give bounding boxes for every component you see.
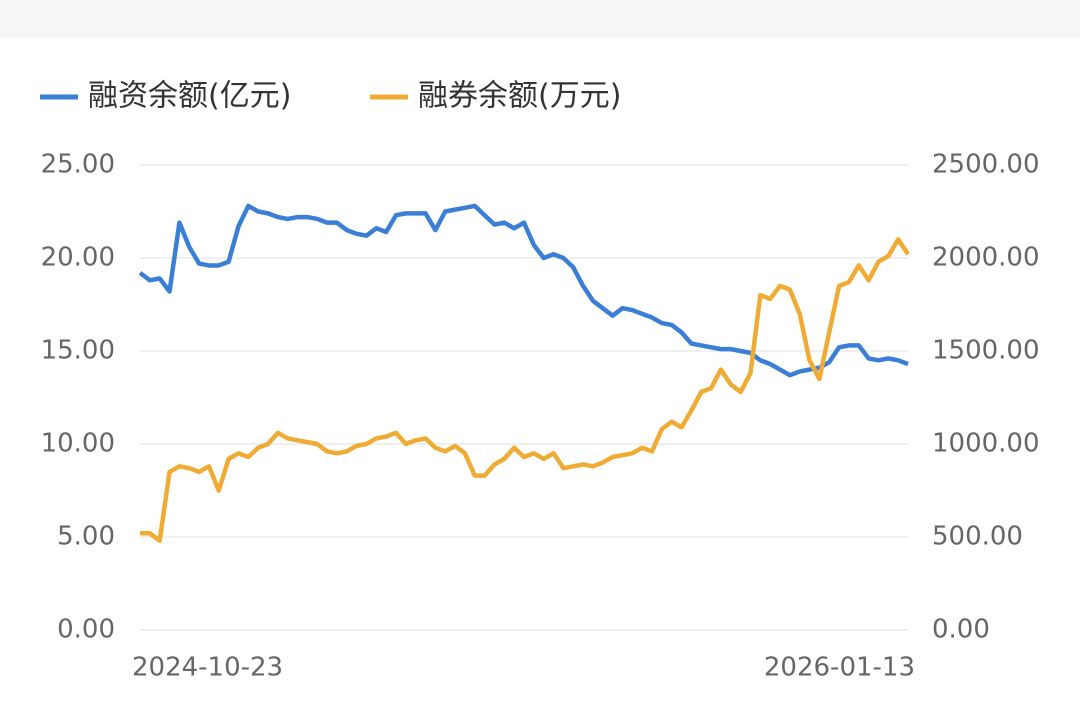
- y2-tick-label: 1000.00: [932, 429, 1040, 459]
- y-tick-label: 5.00: [57, 522, 115, 552]
- x-tick-label: 2026-01-13: [764, 653, 915, 683]
- y-tick-label: 10.00: [41, 429, 115, 459]
- y2-tick-label: 2000.00: [932, 243, 1040, 273]
- line-series: [138, 203, 909, 378]
- line-series: [140, 237, 910, 543]
- y2-tick-label: 2500.00: [932, 150, 1040, 180]
- x-tick-label: 2024-10-23: [132, 653, 283, 683]
- y2-tick-label: 500.00: [932, 522, 1023, 552]
- top-bar: [0, 0, 1080, 38]
- y2-tick-label: 0.00: [932, 615, 990, 645]
- legend-label: 融资余额(亿元): [88, 79, 291, 114]
- y-tick-label: 0.00: [57, 615, 115, 645]
- y2-tick-label: 1500.00: [932, 336, 1040, 366]
- legend-label: 融券余额(万元): [418, 79, 621, 114]
- y-tick-label: 20.00: [41, 243, 115, 273]
- y-tick-label: 15.00: [41, 336, 115, 366]
- y-tick-label: 25.00: [41, 150, 115, 180]
